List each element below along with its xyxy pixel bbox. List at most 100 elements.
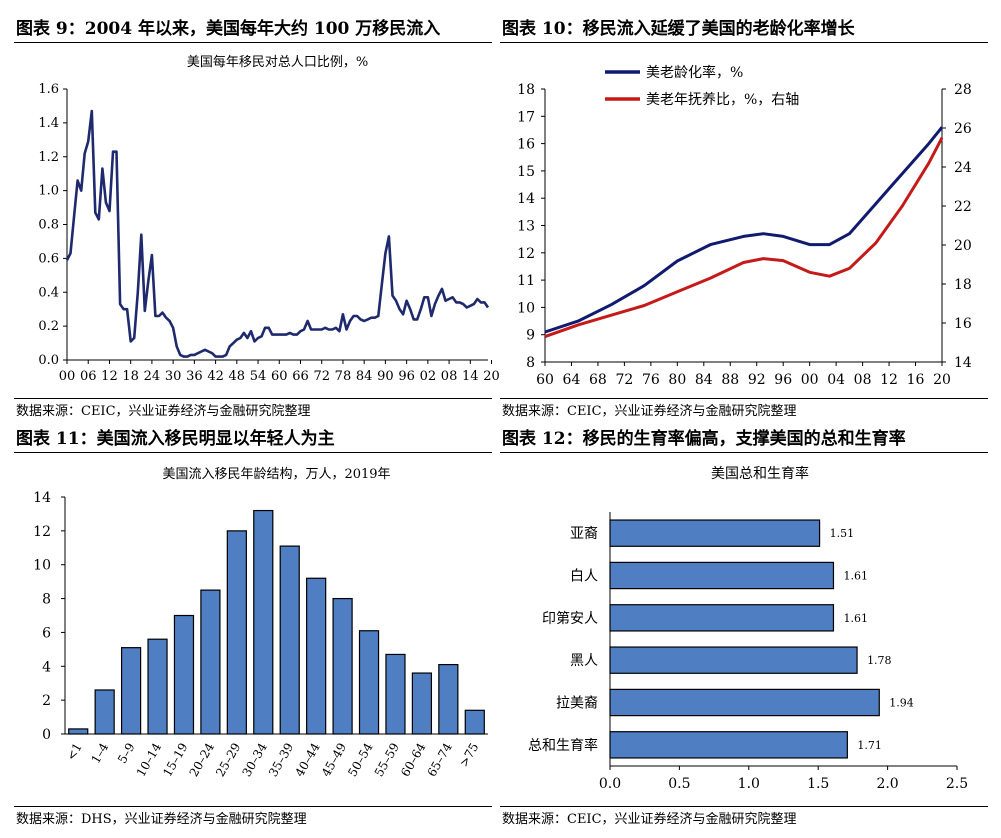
title-rule-10 bbox=[500, 42, 988, 43]
y-tick-label: 0.0 bbox=[38, 353, 59, 368]
x-tick-label: 88 bbox=[721, 372, 739, 388]
y-tick-label: 白人 bbox=[570, 569, 598, 585]
y-tick-label: 10 bbox=[33, 558, 51, 574]
y-tick-label: 0.8 bbox=[38, 218, 59, 233]
source-rule-10 bbox=[500, 398, 988, 399]
panel-title-10: 图表 10：移民流入延缓了美国的老龄化率增长 bbox=[502, 19, 855, 39]
x-tick-label: 72 bbox=[615, 372, 633, 388]
x-tick-label: 78 bbox=[335, 369, 352, 384]
y-tick-label: 黑人 bbox=[570, 653, 598, 669]
x-tick-label: 16 bbox=[907, 372, 925, 388]
y-tick-label: 拉美裔 bbox=[556, 695, 598, 712]
bar-6 bbox=[226, 530, 247, 735]
y-tick-label: 11 bbox=[517, 273, 535, 289]
y-tick-label: 1.4 bbox=[38, 116, 59, 131]
x-tick-label: 00 bbox=[801, 372, 819, 388]
x-tick-label: 84 bbox=[695, 372, 713, 388]
y2-tick-label: 14 bbox=[954, 355, 972, 371]
x-tick-label: 08 bbox=[441, 369, 458, 384]
bar-10 bbox=[332, 597, 353, 735]
x-tick-label: 54 bbox=[250, 369, 267, 384]
x-tick-label: 06 bbox=[80, 369, 97, 384]
bar-9 bbox=[306, 577, 327, 735]
y2-tick-label: 20 bbox=[954, 238, 972, 254]
y2-tick-label: 18 bbox=[954, 277, 972, 293]
y-tick-label: 14 bbox=[33, 490, 51, 506]
y-tick-label: 0.2 bbox=[38, 319, 59, 334]
x-tick-label: 15–19 bbox=[160, 741, 190, 780]
x-tick-label: 50–54 bbox=[345, 740, 376, 779]
bar-15 bbox=[464, 709, 485, 735]
y2-tick-label: 28 bbox=[954, 82, 972, 98]
bar-2 bbox=[120, 647, 142, 735]
x-tick-label: 00 bbox=[59, 369, 76, 384]
y-tick-label: 8 bbox=[42, 592, 51, 608]
x-tick-label: 30–34 bbox=[239, 740, 270, 779]
bar-5 bbox=[609, 731, 848, 759]
bar-12 bbox=[385, 653, 406, 735]
x-tick-label: 04 bbox=[827, 372, 845, 388]
x-tick-label: 60–64 bbox=[398, 740, 429, 779]
bar-13 bbox=[411, 672, 433, 735]
y-tick-label: 16 bbox=[517, 137, 535, 153]
y-tick-label: 12 bbox=[517, 246, 535, 262]
chart-title: 美国每年移民对总人口比例，% bbox=[187, 54, 368, 70]
y-tick-label: 6 bbox=[42, 625, 51, 641]
bar-1 bbox=[609, 561, 835, 590]
x-tick-label: 0.0 bbox=[599, 776, 621, 792]
data-label: 1.61 bbox=[843, 612, 868, 625]
y-tick-label: 1.0 bbox=[38, 184, 59, 199]
x-tick-label: 02 bbox=[420, 369, 437, 384]
y-tick-label: 0 bbox=[42, 727, 51, 743]
source-9: 数据来源：CEIC，兴业证券经济与金融研究院整理 bbox=[16, 404, 311, 419]
bar-4 bbox=[609, 688, 880, 717]
x-tick-label: 40–44 bbox=[292, 740, 323, 779]
x-tick-label: 30 bbox=[165, 369, 182, 384]
y-tick-label: 总和生育率 bbox=[528, 737, 598, 754]
data-label: 1.51 bbox=[830, 527, 855, 540]
series-line-1 bbox=[544, 137, 944, 339]
y-tick-label: 15 bbox=[517, 164, 535, 180]
bar-11 bbox=[358, 630, 380, 735]
y-tick-label: 亚裔 bbox=[570, 525, 598, 542]
x-tick-label: 20 bbox=[933, 372, 951, 388]
y-tick-label: 4 bbox=[42, 659, 51, 675]
y-tick-label: 17 bbox=[517, 109, 535, 125]
x-tick-label: 20–24 bbox=[187, 740, 218, 779]
title-rule-12 bbox=[500, 452, 988, 453]
chart-title: 美国总和生育率 bbox=[711, 465, 809, 482]
series-line-0 bbox=[544, 126, 944, 334]
x-tick-label: 1.0 bbox=[738, 776, 760, 792]
x-tick-label: 10–14 bbox=[134, 740, 165, 779]
x-tick-label: <1 bbox=[64, 741, 85, 763]
x-tick-label: 72 bbox=[313, 369, 330, 384]
x-tick-label: 5–9 bbox=[115, 741, 138, 766]
panel-title-9: 图表 9：2004 年以来，美国每年大约 100 万移民流入 bbox=[16, 19, 441, 39]
x-tick-label: 1–4 bbox=[88, 740, 111, 766]
data-label: 1.94 bbox=[889, 697, 914, 710]
x-tick-label: 55–59 bbox=[372, 741, 402, 780]
chart-title: 美国流入移民年龄结构，万人，2019年 bbox=[162, 467, 390, 482]
source-11: 数据来源：DHS，兴业证券经济与金融研究院整理 bbox=[16, 812, 307, 827]
bar-4 bbox=[173, 614, 195, 735]
title-rule-11 bbox=[14, 452, 492, 453]
immigration-ratio-chart: 美国每年移民对总人口比例，% 0.0 0.2 0.4 0.6 0.8 1.0 1.2 1.4 1.… bbox=[38, 54, 499, 384]
y-tick-label: 12 bbox=[33, 524, 51, 540]
y-tick-label: 10 bbox=[517, 300, 535, 316]
y-tick-label: 9 bbox=[526, 328, 535, 344]
bar-8 bbox=[279, 545, 300, 735]
x-tick-label: 65–74 bbox=[425, 740, 456, 779]
x-tick-label: 60 bbox=[536, 372, 554, 388]
data-label: 1.61 bbox=[843, 570, 868, 583]
x-tick-label: 42 bbox=[207, 369, 224, 384]
source-rule-11 bbox=[14, 806, 492, 807]
y-tick-label: 印第安人 bbox=[542, 610, 598, 627]
y-tick-label: 1.2 bbox=[38, 150, 59, 165]
x-tick-label: 90 bbox=[377, 369, 394, 384]
x-tick-label: 18 bbox=[122, 369, 139, 384]
aging-rate-chart: 8 9 10 11 12 13 14 15 16 17 18 14 16 18 20 22 24 26 28 60 64… bbox=[517, 64, 972, 388]
x-tick-label: 08 bbox=[854, 372, 872, 388]
x-tick-label: 2.5 bbox=[946, 776, 968, 792]
x-tick-label: 68 bbox=[589, 372, 607, 388]
x-tick-label: 0.5 bbox=[668, 776, 690, 792]
